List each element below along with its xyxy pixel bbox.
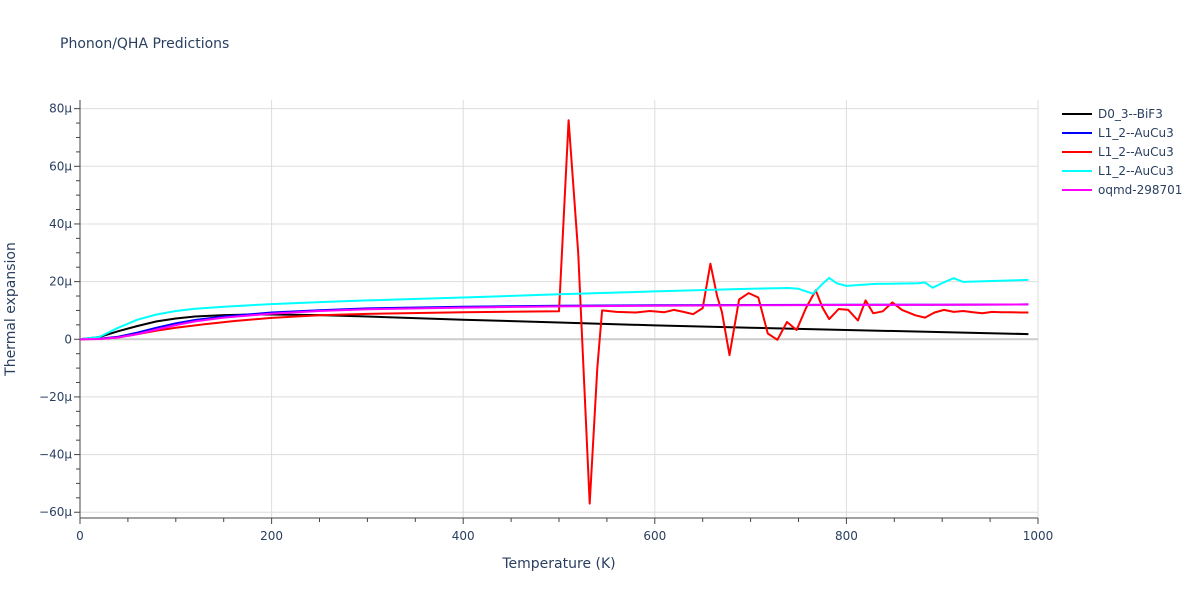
y-tick-label: −60μ [39, 505, 72, 519]
y-tick-label: 20μ [49, 275, 72, 289]
x-tick-label: 600 [643, 529, 666, 543]
x-tick-label: 800 [835, 529, 858, 543]
legend-label: D0_3--BiF3 [1098, 107, 1163, 121]
y-tick-label: 0 [64, 332, 72, 346]
legend-label: oqmd-298701 [1098, 183, 1182, 197]
y-tick-label: −40μ [39, 448, 72, 462]
y-tick-label: −20μ [39, 390, 72, 404]
legend-label: L1_2--AuCu3 [1098, 145, 1174, 159]
x-tick-label: 400 [452, 529, 475, 543]
x-tick-label: 1000 [1023, 529, 1054, 543]
x-axis-title: Temperature (K) [501, 556, 615, 572]
y-tick-label: 60μ [49, 159, 72, 173]
legend-label: L1_2--AuCu3 [1098, 126, 1174, 140]
series-line-3 [79, 119, 1029, 505]
x-tick-label: 200 [260, 529, 283, 543]
y-tick-label: 80μ [49, 102, 72, 116]
y-tick-label: 40μ [49, 217, 72, 231]
series-line-4 [79, 276, 1029, 341]
chart-title: Phonon/QHA Predictions [60, 36, 230, 52]
y-axis-title: Thermal expansion [3, 242, 19, 377]
legend-label: L1_2--AuCu3 [1098, 164, 1174, 178]
series-line-5 [79, 303, 1029, 341]
x-tick-label: 0 [76, 529, 84, 543]
